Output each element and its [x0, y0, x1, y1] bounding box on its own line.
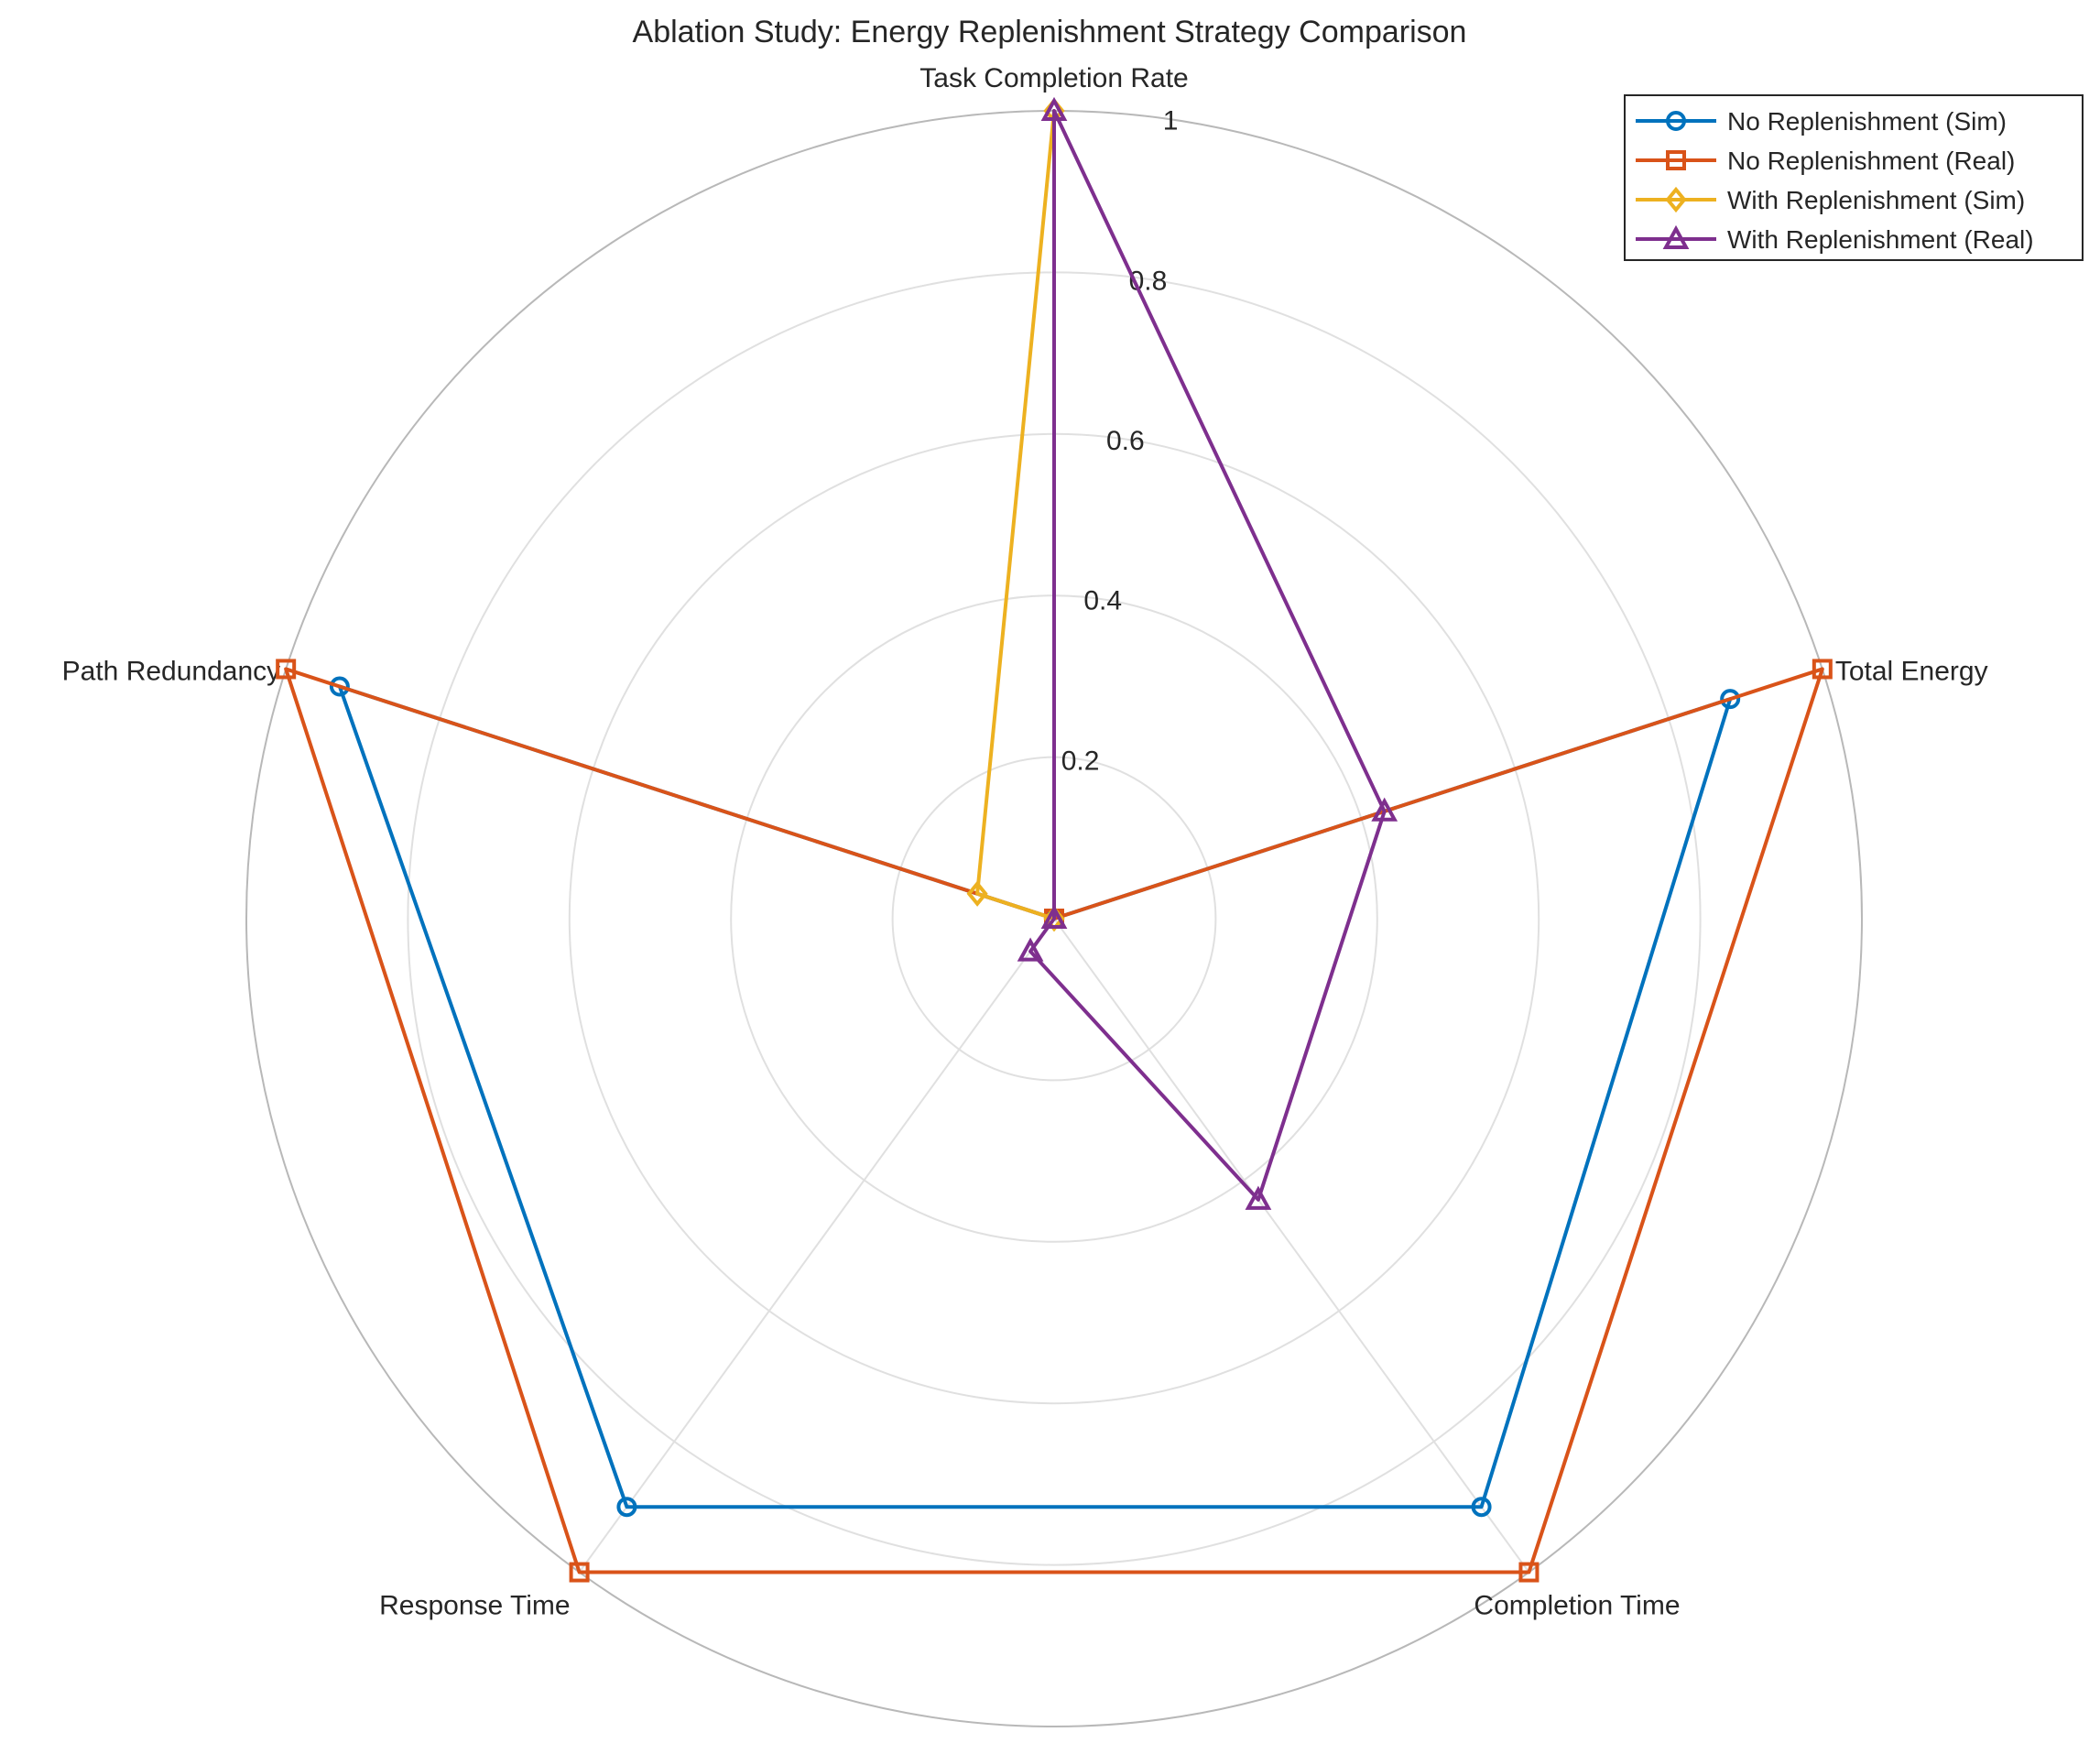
series-2-point-2 — [1812, 659, 1833, 680]
series-4 — [1017, 96, 1398, 1210]
grid-spoke-3 — [1053, 918, 1530, 1574]
r-tick-label-2: 0.4 — [1083, 586, 1122, 616]
legend-item-4: With Replenishment (Real) — [1636, 224, 2034, 254]
r-tick-label-3: 0.6 — [1106, 426, 1145, 456]
chart-title: Ablation Study: Energy Replenishment Str… — [633, 15, 1467, 49]
legend-swatch-marker — [1662, 224, 1690, 249]
series-1-point-2 — [1720, 689, 1741, 710]
legend-label: With Replenishment (Sim) — [1727, 186, 2025, 214]
legend-swatch-marker — [1666, 150, 1686, 170]
axis-labels: Task Completion Rate Total Energy Completi… — [62, 63, 1988, 1621]
series-2-point-4 — [569, 1562, 590, 1583]
series-1-point-3 — [1471, 1497, 1492, 1518]
series-4-point-1 — [1040, 96, 1068, 121]
legend-item-1: No Replenishment (Sim) — [1636, 107, 2007, 136]
grid-spoke-4 — [578, 918, 1055, 1574]
r-tick-labels: 0.20.40.60.81 — [1061, 106, 1179, 777]
legend-label: With Replenishment (Real) — [1727, 225, 2034, 254]
legend-label: No Replenishment (Real) — [1727, 147, 2015, 175]
series-2-point-5 — [276, 659, 297, 680]
legend-label: No Replenishment (Sim) — [1727, 107, 2007, 136]
series-4-point-5 — [1040, 904, 1068, 929]
legend-item-2: No Replenishment (Real) — [1636, 147, 2015, 175]
axis-label-5: Path Redundancy — [62, 656, 281, 686]
series-line-3 — [975, 109, 1056, 921]
series-layer — [276, 96, 1833, 1583]
series-4-point-2 — [1371, 797, 1398, 822]
legend-swatch-marker — [1665, 186, 1687, 213]
series-4-point-3 — [1245, 1185, 1272, 1210]
axis-label-1: Task Completion Rate — [919, 63, 1188, 93]
legend: No Replenishment (Sim) No Replenishment (… — [1624, 94, 2084, 261]
series-3-point-5 — [966, 880, 988, 907]
legend-swatch-marker — [1666, 111, 1686, 131]
series-line-1 — [337, 684, 1733, 1509]
legend-item-3: With Replenishment (Sim) — [1636, 186, 2025, 214]
r-tick-label-5: 1 — [1163, 106, 1179, 136]
series-4-point-4 — [1017, 937, 1044, 962]
series-line-2 — [284, 667, 1824, 1574]
axis-label-4: Response Time — [379, 1591, 570, 1621]
axis-label-3: Completion Time — [1474, 1591, 1680, 1621]
series-3 — [966, 97, 1065, 932]
series-2-point-3 — [1518, 1562, 1540, 1583]
r-tick-label-1: 0.2 — [1061, 746, 1100, 776]
series-1-point-5 — [329, 676, 350, 697]
series-1 — [329, 676, 1741, 1518]
series-1-point-4 — [616, 1497, 637, 1518]
axis-label-2: Total Energy — [1835, 656, 1988, 686]
series-line-4 — [1028, 109, 1387, 1202]
